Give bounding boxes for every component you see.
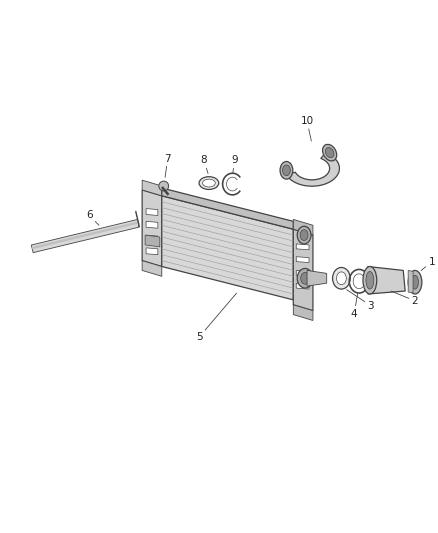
- Polygon shape: [286, 153, 339, 186]
- Text: 8: 8: [201, 156, 208, 174]
- Polygon shape: [145, 235, 160, 247]
- Text: 3: 3: [346, 289, 374, 311]
- Polygon shape: [146, 235, 158, 242]
- Polygon shape: [146, 248, 158, 255]
- Text: 10: 10: [300, 116, 314, 141]
- Ellipse shape: [336, 272, 346, 285]
- Polygon shape: [135, 211, 139, 227]
- Polygon shape: [296, 270, 309, 276]
- Polygon shape: [32, 221, 138, 249]
- Ellipse shape: [283, 165, 290, 176]
- Ellipse shape: [297, 269, 313, 288]
- Polygon shape: [146, 208, 158, 215]
- Polygon shape: [296, 244, 309, 250]
- Polygon shape: [296, 257, 309, 263]
- Text: 6: 6: [86, 211, 99, 225]
- Ellipse shape: [412, 276, 418, 289]
- Ellipse shape: [297, 226, 311, 244]
- Polygon shape: [142, 180, 162, 196]
- Text: 4: 4: [351, 294, 357, 319]
- Polygon shape: [162, 188, 293, 229]
- Polygon shape: [408, 270, 413, 293]
- Polygon shape: [368, 266, 405, 294]
- Polygon shape: [293, 220, 313, 235]
- Text: 5: 5: [196, 293, 237, 342]
- Circle shape: [159, 181, 169, 191]
- Ellipse shape: [202, 179, 215, 187]
- Ellipse shape: [300, 230, 308, 240]
- Polygon shape: [142, 190, 162, 266]
- Polygon shape: [162, 196, 293, 300]
- Polygon shape: [296, 283, 309, 289]
- Text: 7: 7: [164, 154, 171, 177]
- Polygon shape: [293, 305, 313, 320]
- Polygon shape: [293, 229, 313, 311]
- Ellipse shape: [332, 268, 350, 289]
- Text: 2: 2: [391, 291, 418, 306]
- Polygon shape: [146, 221, 158, 228]
- Polygon shape: [31, 220, 139, 253]
- Polygon shape: [307, 270, 327, 286]
- Ellipse shape: [408, 270, 422, 294]
- Ellipse shape: [322, 144, 337, 161]
- Text: 9: 9: [231, 156, 238, 173]
- Ellipse shape: [199, 177, 219, 189]
- Text: 1: 1: [421, 256, 435, 271]
- Ellipse shape: [280, 161, 293, 179]
- Ellipse shape: [366, 271, 374, 289]
- Polygon shape: [142, 261, 162, 276]
- Ellipse shape: [363, 266, 377, 294]
- Ellipse shape: [325, 148, 334, 158]
- Ellipse shape: [300, 272, 310, 284]
